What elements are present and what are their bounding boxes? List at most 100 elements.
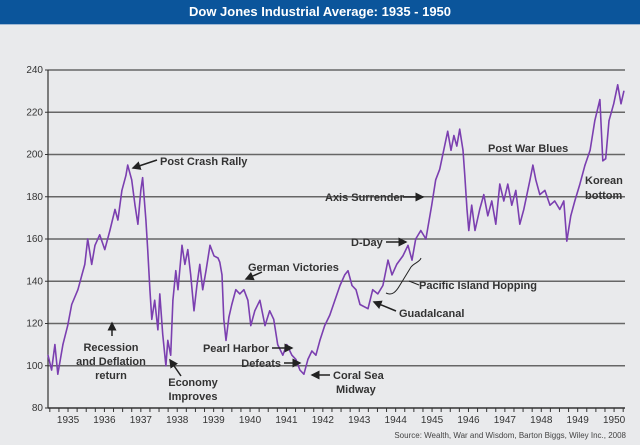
y-tick-label: 220 — [26, 107, 43, 118]
data-point — [67, 325, 69, 327]
data-point — [574, 200, 576, 202]
data-point — [456, 145, 458, 147]
data-point — [535, 179, 537, 181]
data-point — [187, 248, 189, 251]
data-point — [223, 318, 225, 320]
annotation-post-crash-rally: Post Crash Rally — [160, 156, 248, 168]
data-point — [468, 229, 470, 232]
data-point — [87, 238, 89, 240]
data-point — [159, 293, 161, 295]
annotation-recession: return — [95, 370, 127, 382]
data-point — [104, 248, 106, 251]
data-point — [339, 284, 341, 287]
data-point — [184, 263, 186, 265]
x-tick-label: 1940 — [239, 415, 262, 426]
data-point — [359, 303, 361, 306]
data-point — [243, 289, 245, 291]
data-point — [407, 244, 409, 246]
x-tick-label: 1941 — [275, 415, 298, 426]
data-point — [228, 316, 230, 318]
data-point — [125, 175, 127, 177]
y-tick-label: 120 — [26, 319, 43, 330]
data-point — [196, 284, 198, 287]
annotation-german-victories: German Victories — [248, 262, 339, 274]
annotation-pacific-island-hopping: Pacific Island Hopping — [419, 280, 537, 292]
arrow — [372, 300, 397, 312]
data-point — [566, 240, 568, 242]
data-point — [62, 344, 64, 346]
annotation-post-war-blues: Post War Blues — [488, 143, 568, 155]
x-tick-label: 1944 — [385, 415, 408, 426]
data-point — [147, 248, 149, 251]
data-point — [466, 208, 468, 211]
data-point — [162, 333, 164, 335]
data-point — [117, 219, 119, 221]
y-tick-label: 80 — [32, 403, 44, 414]
data-point — [425, 238, 427, 240]
y-tick-label: 140 — [26, 276, 43, 287]
data-point — [165, 365, 167, 367]
annotation-defeats: Defeats — [241, 358, 281, 370]
data-point — [453, 134, 455, 137]
data-point — [351, 284, 353, 287]
x-tick-label: 1947 — [494, 415, 517, 426]
arrow — [244, 271, 263, 281]
data-point — [391, 274, 393, 276]
data-point — [51, 369, 53, 371]
data-point — [499, 183, 501, 185]
data-point — [495, 223, 497, 225]
data-point — [131, 179, 133, 181]
dow-series-line — [47, 84, 625, 376]
data-point — [613, 103, 615, 105]
data-point — [84, 263, 86, 265]
x-tick-label: 1942 — [312, 415, 335, 426]
data-point — [532, 164, 534, 166]
annotation-recession: Recession — [83, 342, 138, 354]
data-point — [193, 310, 195, 312]
data-point — [299, 369, 301, 371]
data-point — [282, 354, 284, 356]
data-point — [462, 149, 464, 151]
data-point — [367, 308, 369, 310]
arrow — [169, 358, 182, 377]
data-point — [464, 175, 466, 177]
data-point — [57, 373, 59, 375]
data-point — [286, 344, 288, 346]
source-note: Source: Wealth, War and Wisdom, Barton B… — [394, 431, 626, 440]
data-point — [435, 179, 437, 181]
data-point — [239, 293, 241, 295]
data-point — [209, 244, 211, 246]
data-point — [439, 168, 441, 170]
annotation-recession: and Deflation — [76, 356, 146, 368]
data-point — [523, 208, 525, 211]
data-point — [114, 208, 116, 211]
data-point — [355, 289, 357, 291]
annotation-guadalcanal: Guadalcanal — [399, 308, 464, 320]
data-point — [474, 229, 476, 232]
data-point — [269, 310, 271, 312]
data-point — [579, 183, 581, 185]
chart-title: Dow Jones Industrial Average: 1935 - 195… — [0, 0, 640, 25]
y-tick-label: 240 — [26, 65, 43, 76]
data-point — [387, 259, 389, 261]
annotation-coral-sea-midway: Coral Sea — [333, 370, 385, 382]
annotation-coral-sea-midway: Midway — [336, 384, 377, 396]
data-point — [324, 325, 326, 327]
data-point — [81, 274, 83, 276]
data-point — [137, 223, 139, 225]
data-point — [519, 223, 521, 225]
data-point — [145, 219, 147, 221]
data-point — [235, 289, 237, 291]
data-point — [213, 255, 215, 257]
x-tick-label: 1936 — [93, 415, 116, 426]
data-point — [99, 234, 101, 236]
arrow — [131, 159, 158, 170]
data-point — [157, 329, 159, 331]
data-point — [170, 354, 172, 356]
data-point — [479, 208, 481, 211]
data-point — [250, 325, 252, 327]
data-point — [594, 120, 596, 122]
data-point — [563, 200, 565, 202]
data-point — [459, 128, 461, 130]
data-point — [507, 183, 509, 185]
